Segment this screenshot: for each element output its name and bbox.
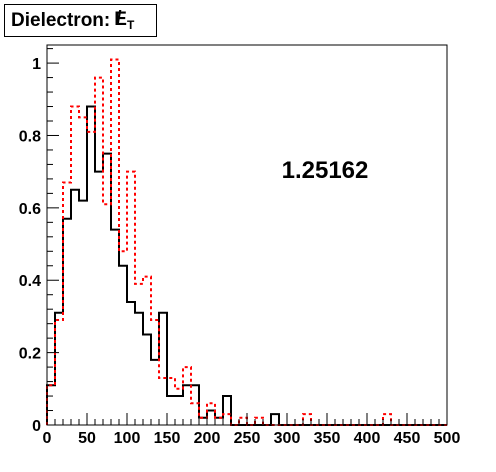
plot-frame	[46, 44, 448, 426]
met-symbol: E / T	[114, 8, 135, 32]
met-symbol-letter: E	[114, 9, 127, 30]
met-slash-icon: /	[116, 8, 122, 29]
y-tick-label: 0.8	[19, 128, 41, 145]
x-tick-label: 200	[194, 430, 221, 447]
annotation-value: 1.25162	[282, 157, 369, 184]
chart-title-prefix: Dielectron:	[11, 9, 111, 31]
x-tick-label: 100	[114, 430, 141, 447]
y-tick-label: 0	[32, 418, 41, 435]
x-tick-label: 250	[234, 430, 261, 447]
x-tick-label: 0	[43, 430, 52, 447]
y-tick-label: 0.6	[19, 201, 41, 218]
histogram-series-red-dashed	[46, 58, 447, 426]
x-tick-label: 150	[154, 430, 181, 447]
x-tick-label: 50	[78, 430, 96, 447]
y-tick-label: 1	[32, 56, 41, 73]
y-tick-label: 0.2	[19, 346, 41, 363]
x-tick-label: 300	[274, 430, 301, 447]
y-tick-label: 0.4	[19, 273, 41, 290]
met-subscript: T	[126, 18, 135, 32]
x-tick-label: 450	[394, 430, 421, 447]
x-tick-label: 500	[434, 430, 461, 447]
series-layer	[46, 58, 447, 426]
x-tick-label: 350	[314, 430, 341, 447]
x-tick-label: 400	[354, 430, 381, 447]
axes-layer: 0 50 100 150 200 250 300 350 400 450 500 0 0.2 0.4 0.6…	[19, 44, 461, 447]
chart-title: Dielectron: E / T	[4, 4, 157, 37]
histogram-series-black-solid	[46, 105, 447, 426]
